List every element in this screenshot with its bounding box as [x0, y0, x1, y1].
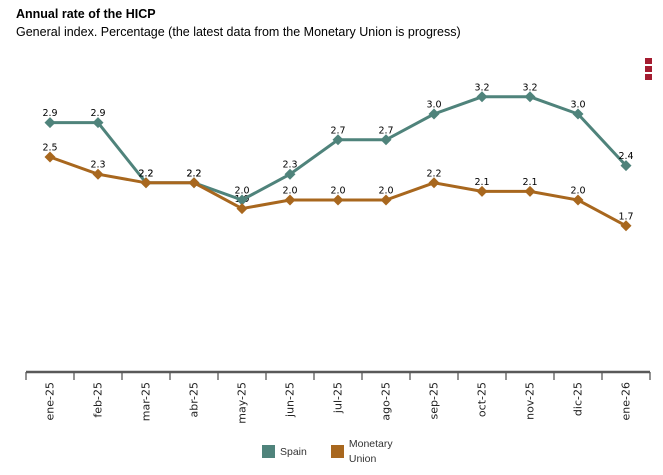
x-axis-label-ene-25: ene-25	[44, 382, 57, 420]
marker-monetary-union-sep-25[interactable]	[428, 177, 440, 189]
data-label-spain-ene-26: 2.4	[618, 151, 633, 162]
data-label-monetary-union-ene-25: 2.5	[42, 143, 57, 154]
marker-spain-sep-25[interactable]	[428, 108, 440, 120]
x-axis-label-mar-25: mar-25	[140, 382, 153, 421]
marker-monetary-union-dic-25[interactable]	[572, 194, 584, 206]
x-axis-label-dic-25: dic-25	[572, 382, 585, 416]
data-label-monetary-union-ago-25: 2.0	[378, 186, 393, 197]
kebab-menu-icon	[645, 74, 652, 80]
marker-monetary-union-nov-25[interactable]	[524, 185, 536, 197]
chart-subtitle: General index. Percentage (the latest da…	[16, 25, 461, 40]
legend-item-monetary-union[interactable]: Monetary Union	[330, 437, 405, 466]
marker-spain-ene-26[interactable]	[620, 160, 632, 172]
legend-item-spain[interactable]: Spain	[262, 445, 307, 459]
data-label-spain-mar-25: 2.2	[138, 168, 153, 179]
marker-spain-ago-25[interactable]	[380, 134, 392, 146]
data-label-monetary-union-mar-25: 2.2	[138, 168, 153, 179]
chart-title: Annual rate of the HICP	[16, 7, 156, 21]
x-axis-label-oct-25: oct-25	[476, 382, 489, 417]
data-label-monetary-union-jun-25: 2.0	[282, 186, 297, 197]
marker-monetary-union-mar-25[interactable]	[140, 177, 152, 189]
x-axis-label-nov-25: nov-25	[524, 382, 537, 420]
marker-monetary-union-may-25[interactable]	[236, 203, 248, 215]
marker-monetary-union-feb-25[interactable]	[92, 168, 104, 180]
data-label-spain-jun-25: 2.3	[282, 160, 297, 171]
legend-label-spain: Spain	[280, 445, 307, 458]
x-axis-label-jul-25: jul-25	[332, 382, 345, 414]
data-label-spain-abr-25: 2.2	[186, 168, 201, 179]
data-label-monetary-union-abr-25: 2.2	[186, 168, 201, 179]
data-label-spain-dic-25: 3.0	[570, 100, 585, 111]
data-label-spain-sep-25: 3.0	[426, 100, 441, 111]
data-label-monetary-union-jul-25: 2.0	[330, 186, 345, 197]
data-label-monetary-union-sep-25: 2.2	[426, 168, 441, 179]
marker-monetary-union-ago-25[interactable]	[380, 194, 392, 206]
data-label-spain-may-25: 2.0	[234, 186, 249, 197]
marker-monetary-union-oct-25[interactable]	[476, 185, 488, 197]
x-axis-label-ago-25: ago-25	[380, 382, 393, 421]
legend-swatch-spain	[262, 445, 275, 459]
data-label-spain-ene-25: 2.9	[42, 108, 57, 119]
legend-label-monetary-union: Monetary Union	[348, 438, 393, 465]
data-label-spain-nov-25: 3.2	[522, 82, 537, 93]
marker-spain-ene-25[interactable]	[44, 117, 56, 129]
kebab-menu-icon	[645, 66, 652, 72]
data-label-monetary-union-feb-25: 2.3	[90, 160, 105, 171]
data-label-spain-feb-25: 2.9	[90, 108, 105, 119]
data-label-monetary-union-dic-25: 2.0	[570, 186, 585, 197]
data-label-spain-ago-25: 2.7	[378, 125, 393, 136]
marker-spain-jun-25[interactable]	[284, 168, 296, 180]
marker-spain-dic-25[interactable]	[572, 108, 584, 120]
x-axis-label-ene-26: ene-26	[620, 382, 633, 420]
marker-monetary-union-ene-25[interactable]	[44, 151, 56, 163]
marker-monetary-union-abr-25[interactable]	[188, 177, 200, 189]
marker-spain-oct-25[interactable]	[476, 91, 488, 103]
data-label-spain-oct-25: 3.2	[474, 82, 489, 93]
x-axis-label-may-25: may-25	[236, 382, 249, 424]
x-axis-label-jun-25: jun-25	[284, 382, 297, 418]
marker-spain-jul-25[interactable]	[332, 134, 344, 146]
data-label-monetary-union-oct-25: 2.1	[474, 177, 489, 188]
marker-spain-may-25[interactable]	[236, 194, 248, 206]
data-label-monetary-union-nov-25: 2.1	[522, 177, 537, 188]
x-axis-label-sep-25: sep-25	[428, 382, 441, 419]
x-axis-label-abr-25: abr-25	[188, 382, 201, 418]
chart-menu-button[interactable]	[644, 57, 653, 81]
marker-monetary-union-ene-26[interactable]	[620, 220, 632, 232]
data-label-spain-jul-25: 2.7	[330, 125, 345, 136]
marker-monetary-union-jun-25[interactable]	[284, 194, 296, 206]
chart-legend: Spain Monetary Union	[262, 437, 405, 466]
marker-spain-nov-25[interactable]	[524, 91, 536, 103]
data-label-monetary-union-ene-26: 1.7	[618, 211, 633, 222]
x-axis-label-feb-25: feb-25	[92, 382, 105, 418]
chart-header: Annual rate of the HICP General index. P…	[16, 6, 461, 41]
legend-swatch-monetary-union	[330, 445, 344, 459]
marker-monetary-union-jul-25[interactable]	[332, 194, 344, 206]
kebab-menu-icon	[645, 58, 652, 64]
marker-spain-feb-25[interactable]	[92, 117, 104, 129]
